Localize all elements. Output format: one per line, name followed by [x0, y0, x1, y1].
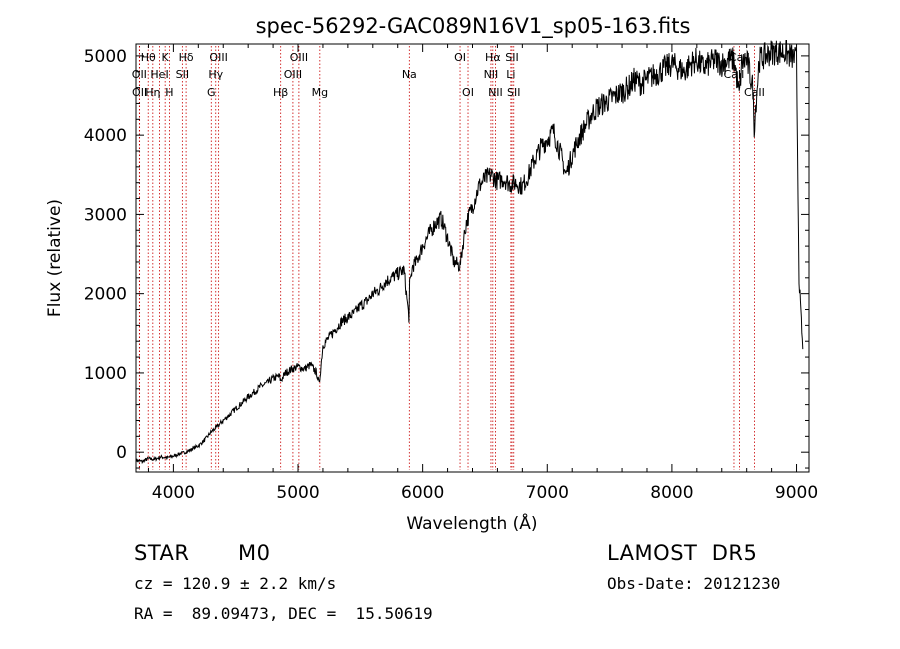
line-label-25: NII — [488, 86, 503, 99]
y-tick-label-0: 0 — [116, 443, 127, 463]
line-label-27: CaII — [744, 86, 765, 99]
x-tick-label-5000: 5000 — [276, 483, 319, 503]
plot-frame — [135, 43, 810, 473]
object-subclass: M0 — [238, 541, 271, 565]
y-tick-label-1000: 1000 — [84, 364, 127, 384]
spectral-line-labels: Hθ K Hδ OIII OIII OI Hα SII CaII OII HeI SII Hγ OIII N… — [132, 51, 765, 99]
line-label-10: HeI — [150, 68, 168, 81]
line-label-7: SII — [505, 51, 518, 64]
ra-dec-coordinates: RA = 89.09473, DEC = 15.50619 — [134, 604, 433, 623]
spectrum-series — [135, 40, 804, 465]
y-tick-label-2000: 2000 — [84, 285, 127, 305]
line-label-26: SII — [507, 86, 520, 99]
line-label-5: OI — [454, 51, 466, 64]
x-tick-label-8000: 8000 — [650, 483, 693, 503]
y-axis-label: Flux (relative) — [45, 199, 65, 317]
line-label-11: SII — [176, 68, 189, 81]
redshift-velocity: cz = 120.9 ± 2.2 km/s — [134, 574, 337, 593]
x-tick-label-9000: 9000 — [775, 483, 818, 503]
y-tick-label-4000: 4000 — [84, 126, 127, 146]
y-tick-label-5000: 5000 — [84, 47, 127, 67]
spectral-line-markers — [138, 46, 755, 470]
line-label-1: K — [162, 51, 170, 64]
line-label-23: Mg — [312, 86, 328, 99]
line-label-9: OII — [132, 68, 147, 81]
line-label-16: Li — [506, 68, 515, 81]
line-label-18: OII — [132, 86, 147, 99]
x-tick-label-4000: 4000 — [152, 483, 195, 503]
chart-title: spec-56292-GAC089N16V1_sp05-163.fits — [256, 14, 691, 39]
line-label-20: H — [165, 86, 173, 99]
spectrum-line — [135, 40, 804, 465]
line-label-21: G — [207, 86, 216, 99]
observation-date: Obs-Date: 20121230 — [607, 574, 781, 593]
survey-name: LAMOST DR5 — [607, 541, 758, 565]
line-label-22: Hβ — [273, 86, 288, 99]
line-label-0: Hθ — [141, 51, 156, 64]
line-label-4: OIII — [290, 51, 308, 64]
x-tick-label-7000: 7000 — [526, 483, 569, 503]
line-label-3: OIII — [209, 51, 227, 64]
x-axis-label: Wavelength (Å) — [406, 512, 537, 534]
line-label-15: NII — [484, 68, 499, 81]
line-label-17: CaII — [724, 68, 745, 81]
line-label-12: Hγ — [208, 68, 223, 81]
line-label-24: OI — [462, 86, 474, 99]
line-label-6: Hα — [485, 51, 501, 64]
axis-ticks: 4000 5000 6000 7000 8000 9000 0 1000 2000 3000 400… — [84, 44, 818, 503]
line-label-13: OIII — [284, 68, 302, 81]
line-label-14: Na — [402, 68, 417, 81]
line-label-19: Hη — [145, 86, 160, 99]
object-class: STAR — [134, 541, 190, 565]
y-tick-label-3000: 3000 — [84, 205, 127, 225]
line-label-2: Hδ — [179, 51, 194, 64]
line-label-8: CaII — [729, 51, 750, 64]
x-tick-label-6000: 6000 — [401, 483, 444, 503]
